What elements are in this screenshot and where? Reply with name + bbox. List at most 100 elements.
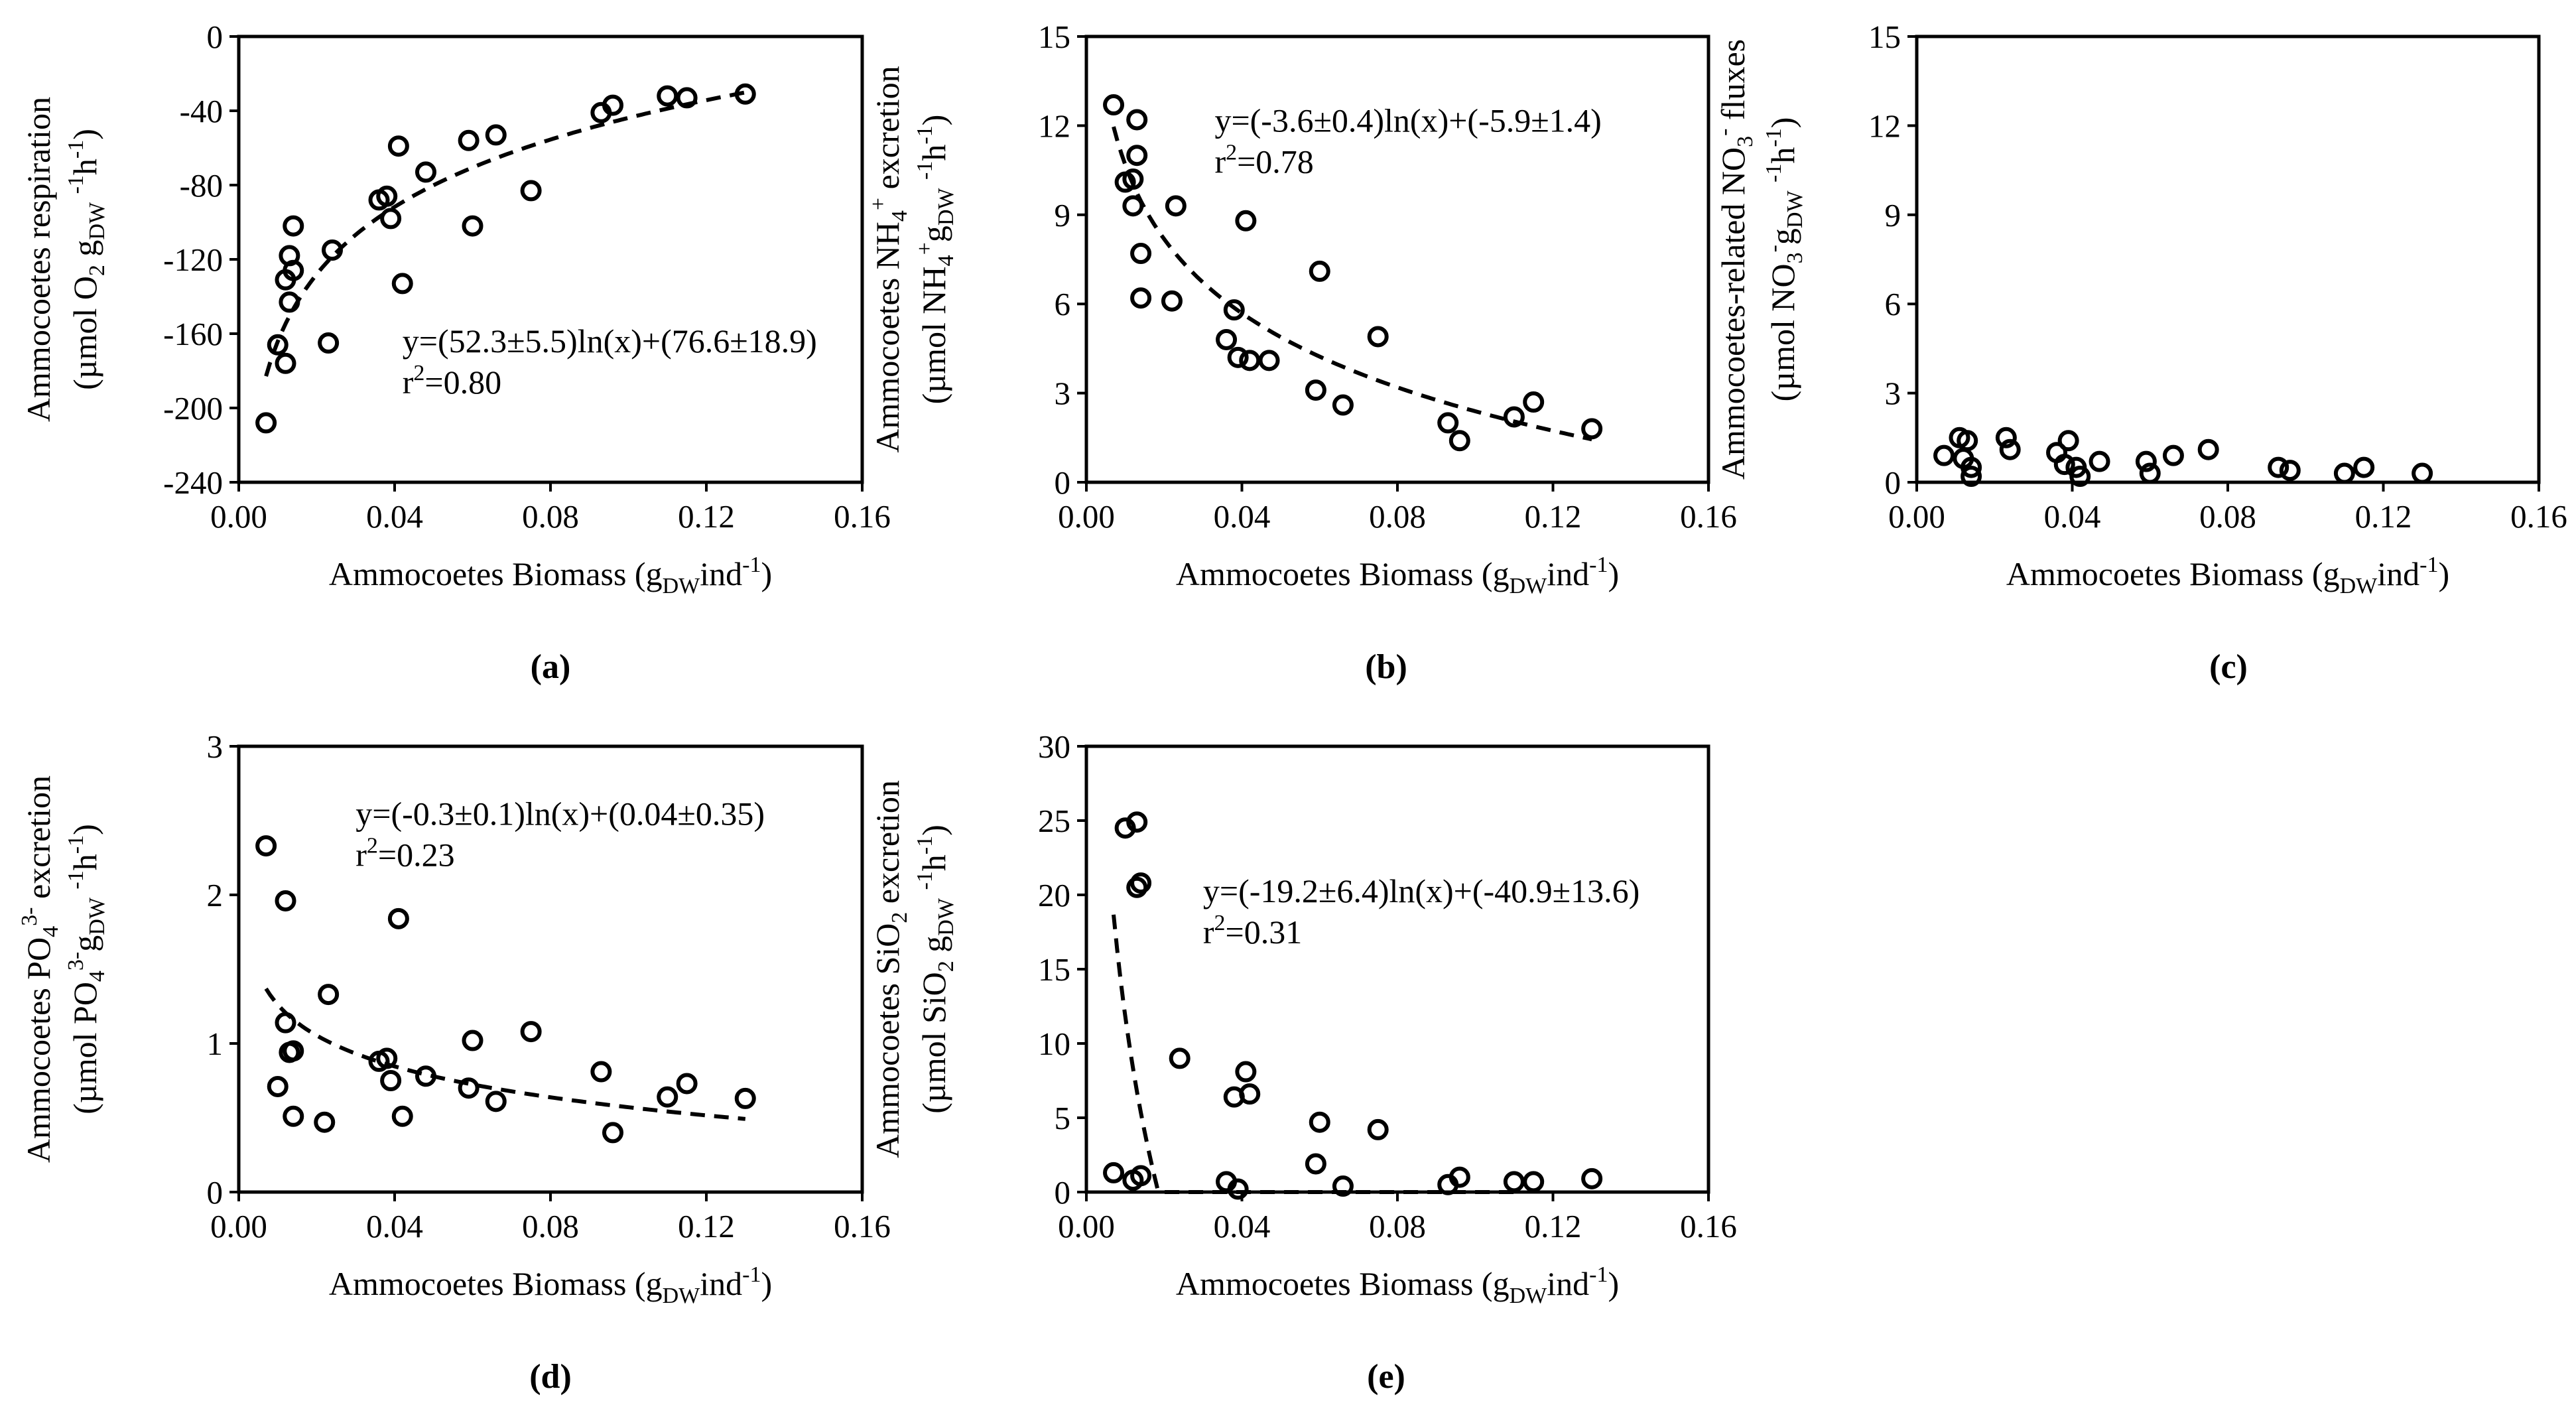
data-point [520,1021,542,1043]
data-point [602,94,623,116]
y-tick-label: 6 [1055,286,1071,322]
data-point [1122,168,1144,190]
data-point [1957,430,1978,452]
data-point [283,1040,304,1062]
data-point [657,85,678,107]
data-point [318,984,340,1006]
data-point [1581,418,1603,440]
data-point [2162,444,2184,466]
data-point [267,334,289,356]
x-tick-label: 0.16 [834,498,891,535]
y-tick-label: -80 [180,167,223,204]
data-point [1305,379,1326,401]
data-point [387,135,409,157]
data-point [1999,438,2021,460]
y-tick-label: 15 [1038,951,1070,988]
y-tick-label: 15 [1868,19,1901,55]
data-point [1165,195,1187,217]
data-point [376,185,398,207]
panel-label: (a) [531,648,571,686]
data-point [1305,1153,1326,1175]
x-tick-label: 0.04 [1214,1208,1271,1244]
data-point [279,291,300,313]
data-point [1258,350,1280,371]
data-point [1130,872,1152,894]
x-tick-label: 0.12 [2355,498,2412,535]
x-tick-label: 0.04 [1214,498,1271,535]
data-point [458,1077,480,1099]
fit-equation: y=(-19.2±6.4)ln(x)+(-40.9±13.6) [1203,872,1640,909]
fit-curve [1112,126,1592,442]
data-point [275,352,296,374]
data-point [2057,430,2079,452]
x-tick-label: 0.00 [1058,1208,1115,1244]
x-tick-label: 0.04 [2044,498,2101,535]
data-point [2089,450,2110,472]
data-point [314,1111,336,1133]
y-axis-label: (µmol NH4+gDW -1h-1) [913,115,958,405]
x-tick-label: 0.08 [522,1208,579,1244]
y-tick-label: 0 [207,19,224,55]
data-point [734,83,756,105]
data-point [267,1075,289,1097]
data-point [255,835,277,857]
data-point [1437,412,1459,434]
y-tick-label: 1 [207,1026,224,1062]
data-point [1309,1111,1330,1133]
x-axis-label: Ammocoetes Biomass (gDWind-1) [1176,1262,1619,1308]
y-axis-label: Ammocoetes NH4+ excretion [866,66,912,452]
x-tick-label: 0.12 [678,1208,735,1244]
fit-equation: y=(52.3±5.5)ln(x)+(76.6±18.9) [403,322,817,360]
x-axis-label: Ammocoetes Biomass (gDWind-1) [2006,553,2449,598]
data-point [485,1091,507,1112]
y-tick-label: 6 [1885,286,1901,322]
data-point [676,1073,698,1095]
data-point [1523,391,1545,413]
panel-label: (c) [2209,648,2248,686]
data-point [462,215,483,237]
x-tick-label: 0.12 [1525,498,1582,535]
data-point [1130,1165,1152,1187]
data-point [283,1105,304,1127]
data-point [380,208,402,230]
data-point [1995,427,2017,448]
y-tick-label: 0 [1055,1174,1071,1211]
data-point [415,1065,436,1087]
data-point [387,907,409,929]
data-point [1523,1171,1545,1193]
panel-label: (e) [1367,1358,1405,1396]
data-point [2139,462,2161,484]
data-point [255,412,277,434]
y-tick-label: 0 [1055,464,1071,501]
x-tick-label: 0.00 [210,1208,267,1244]
chart-panel-e: 0.00 0.04 0.08 0.12 0.16 0 5 10 15 20 25 30 y=(-19.2… [869,728,1737,1396]
data-point [2053,454,2075,476]
x-tick-label: 0.16 [2510,498,2567,535]
y-axis-label: Ammocoetes respiration [20,97,57,422]
data-point [1581,1168,1603,1189]
x-tick-label: 0.00 [1888,498,1945,535]
data-point [1239,1083,1261,1105]
y-tick-label: 3 [207,728,224,765]
data-point [275,890,296,911]
data-point [283,215,304,237]
plot-frame [1084,744,1710,1194]
data-point [1309,260,1330,282]
data-point [1961,456,1982,478]
x-tick-label: 0.08 [2199,498,2256,535]
data-point [415,161,436,183]
chart-panel-a: 0.00 0.04 0.08 0.12 0.16 0 -40 -80 -120 -160 -200 -… [20,19,891,686]
y-tick-label: 12 [1038,107,1070,144]
data-point [2333,462,2355,484]
x-axis-label: Ammocoetes Biomass (gDWind-1) [329,1262,772,1308]
data-point [2412,462,2433,484]
data-point [391,1105,413,1127]
data-point [2279,460,2301,482]
data-point [1961,466,1982,488]
x-axis-label: Ammocoetes Biomass (gDWind-1) [329,553,772,598]
plot-frame [1915,34,2541,484]
data-point [590,1061,612,1083]
data-point [602,1122,623,1144]
data-point [1126,811,1148,833]
